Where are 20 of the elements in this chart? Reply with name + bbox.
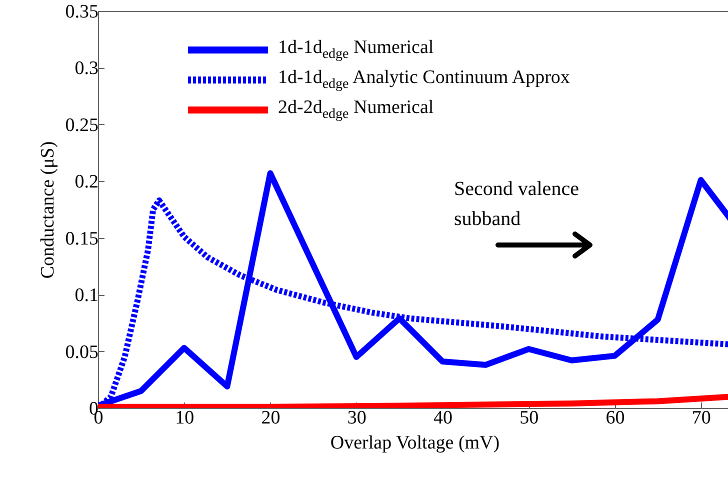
legend-label: 2d-2d$_{edge}$ Numerical bbox=[278, 97, 434, 123]
y-axis-title: Conductance (μS) bbox=[37, 141, 58, 279]
y-tick-label: 0.15 bbox=[65, 228, 98, 250]
y-tick-label: 0.2 bbox=[74, 172, 98, 193]
x-tick-label: 30 bbox=[347, 408, 366, 428]
x-tick-label: 20 bbox=[261, 408, 280, 428]
legend-label: 1d-1d$_{edge}$ Numerical bbox=[278, 37, 434, 63]
y-tick-label: 0.3 bbox=[74, 58, 98, 80]
x-tick-label: 50 bbox=[520, 408, 539, 428]
annotation: Second valence subband bbox=[454, 178, 580, 230]
x-tick-label: 70 bbox=[692, 408, 711, 428]
x-axis-title: Overlap Voltage (mV) bbox=[330, 432, 500, 454]
y-tick-label: 0.25 bbox=[65, 114, 98, 136]
x-tick-label: 60 bbox=[606, 408, 625, 428]
y-tick-label: 0.05 bbox=[65, 342, 98, 363]
x-tick-label: 40 bbox=[433, 408, 452, 428]
y-tick-label: 0.1 bbox=[74, 285, 98, 306]
y-tick-label: 0.35 bbox=[65, 2, 98, 22]
x-tick-label: 10 bbox=[175, 408, 194, 428]
legend-label: 1d-1d$_{edge}$ Analytic Continuum Approx bbox=[278, 67, 570, 93]
